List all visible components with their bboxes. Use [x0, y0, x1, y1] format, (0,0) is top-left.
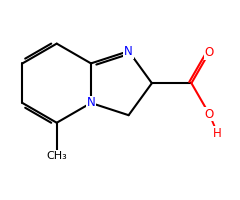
Text: O: O: [205, 46, 214, 59]
Text: H: H: [213, 127, 222, 140]
Text: N: N: [87, 96, 95, 109]
Text: O: O: [205, 108, 214, 121]
Text: CH₃: CH₃: [46, 151, 67, 161]
Text: N: N: [124, 45, 133, 58]
